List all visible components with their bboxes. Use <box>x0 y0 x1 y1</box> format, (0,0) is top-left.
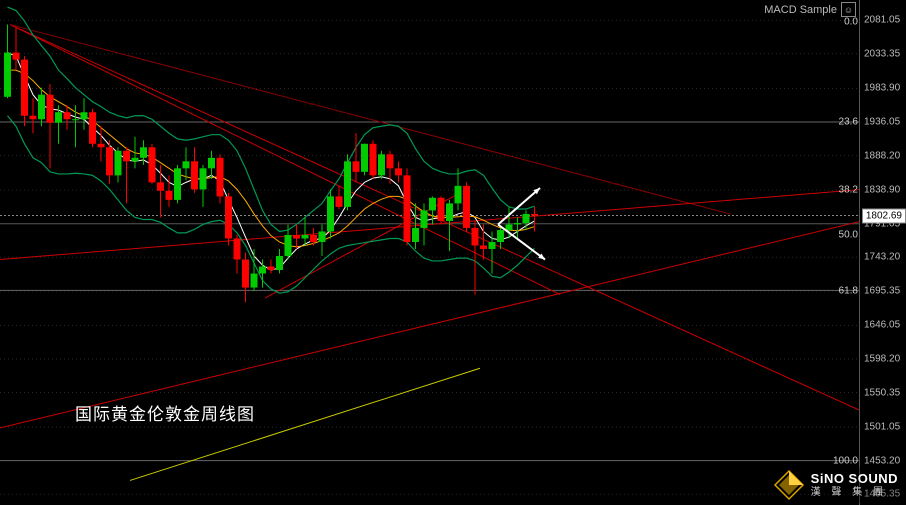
axis-tick-label: 1983.90 <box>864 83 900 94</box>
fib-label: 0.0 <box>844 16 858 27</box>
price-axis: 2081.05 2033.35 1983.90 1936.05 1888.20 1838.… <box>859 0 906 505</box>
chart-title: 国际黄金伦敦金周线图 <box>75 400 255 425</box>
axis-tick-label: 2033.35 <box>864 48 900 59</box>
price-chart <box>0 0 906 505</box>
fib-label: 61.8 <box>839 286 858 297</box>
axis-tick-label: 1501.05 <box>864 422 900 433</box>
axis-tick-label: 2081.05 <box>864 15 900 26</box>
indicator-settings-icon[interactable]: ☺ <box>841 2 856 17</box>
axis-tick-label: 1695.35 <box>864 285 900 296</box>
watermark: SiNO SOUND 漢 聲 集 團 <box>767 467 904 503</box>
fib-label: 38.2 <box>839 185 858 196</box>
axis-tick-label: 1646.05 <box>864 320 900 331</box>
watermark-name: SiNO SOUND <box>811 472 898 486</box>
fib-label: 23.6 <box>839 117 858 128</box>
current-price-flag: 1802.69 <box>862 208 906 223</box>
axis-tick-label: 1550.35 <box>864 387 900 398</box>
chart-root: { "chart": { "type": "candlestick", "wid… <box>0 0 906 505</box>
fib-label: 50.0 <box>839 229 858 240</box>
axis-tick-label: 1936.05 <box>864 117 900 128</box>
axis-tick-label: 1453.20 <box>864 455 900 466</box>
macd-text: MACD Sample <box>764 4 837 16</box>
axis-tick-label: 1598.20 <box>864 353 900 364</box>
watermark-sub: 漢 聲 集 團 <box>811 487 898 498</box>
indicator-label: MACD Sample ☺ <box>764 2 856 17</box>
logo-icon <box>773 469 805 501</box>
axis-tick-label: 1743.20 <box>864 252 900 263</box>
fib-label: 100.0 <box>833 455 858 466</box>
axis-tick-label: 1888.20 <box>864 150 900 161</box>
axis-tick-label: 1838.90 <box>864 185 900 196</box>
